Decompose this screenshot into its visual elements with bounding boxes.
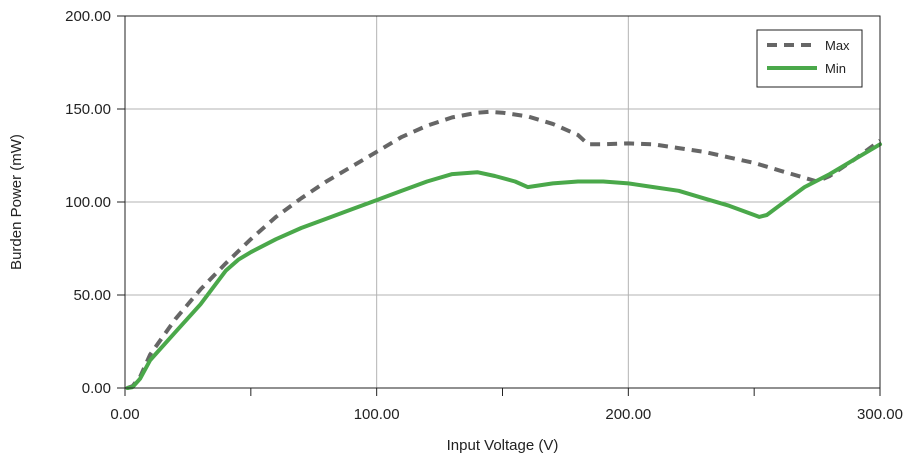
- series-layer: [125, 109, 882, 390]
- x-tick-label: 300.00: [857, 406, 903, 423]
- ticks: [117, 15, 881, 396]
- legend-label-max: Max: [825, 38, 850, 53]
- x-tick-label: 200.00: [605, 406, 651, 423]
- y-tick-label: 0.00: [82, 380, 111, 397]
- series-line-max: [126, 109, 882, 390]
- series-line-min: [125, 142, 882, 390]
- x-tick-label: 100.00: [354, 406, 400, 423]
- y-tick-label: 50.00: [73, 287, 111, 304]
- y-tick-label: 150.00: [65, 101, 111, 118]
- legend-box: [756, 29, 863, 88]
- x-tick-label: 0.00: [110, 406, 139, 423]
- legend: Max Min: [756, 29, 863, 88]
- grid: [125, 16, 880, 388]
- y-tick-label: 200.00: [65, 8, 111, 25]
- y-tick-label: 100.00: [65, 194, 111, 211]
- legend-label-min: Min: [825, 61, 846, 76]
- x-axis-title: Input Voltage (V): [447, 437, 559, 454]
- y-axis-title: Burden Power (mW): [8, 134, 25, 270]
- tick-labels: 0.00 100.00 200.00 300.00 0.00 50.00 100.00 150…: [65, 8, 903, 423]
